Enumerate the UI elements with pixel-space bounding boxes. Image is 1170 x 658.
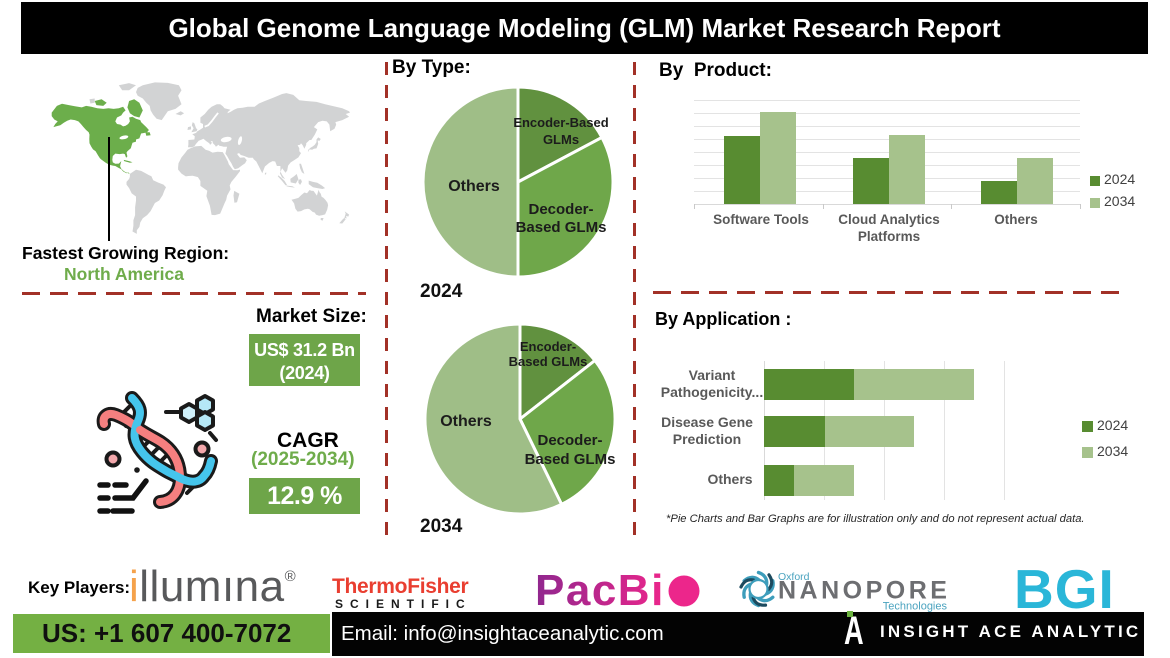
svg-text:PacBi: PacBi (535, 567, 665, 613)
svg-text:Oxford: Oxford (778, 571, 810, 583)
svg-text:NANOPORE: NANOPORE (778, 577, 950, 605)
svg-text:Technologies: Technologies (883, 601, 948, 613)
